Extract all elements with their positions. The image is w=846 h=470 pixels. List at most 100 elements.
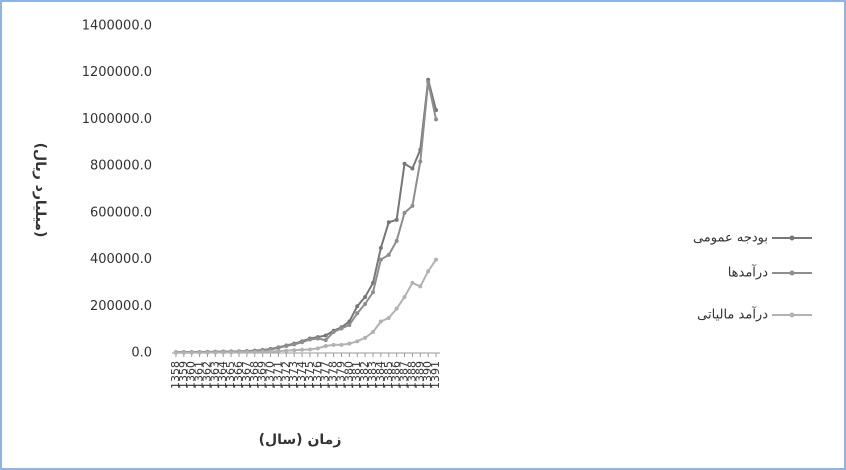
- x-tick-label: 1373: [287, 361, 300, 389]
- x-tick-label: 1359: [177, 361, 190, 389]
- x-tick-label: 1366: [232, 361, 245, 389]
- point: [284, 343, 289, 348]
- x-tick-label: 1361: [193, 361, 206, 389]
- point: [268, 349, 273, 354]
- point: [386, 220, 391, 225]
- y-tick-label: 1000000.0: [82, 112, 152, 127]
- point: [418, 284, 423, 289]
- point: [386, 252, 391, 257]
- legend-marker: [789, 270, 795, 276]
- y-tick-label: 600000.0: [90, 205, 152, 220]
- point: [402, 210, 407, 215]
- point: [181, 350, 186, 355]
- y-tick-label: 1400000.0: [82, 19, 152, 34]
- x-tick-label: 1369: [256, 361, 269, 389]
- x-tick-label: 1379: [334, 361, 347, 389]
- point: [244, 350, 249, 355]
- point: [307, 337, 312, 342]
- x-tick-label: 1378: [327, 361, 340, 389]
- x-tick-label: 1360: [185, 361, 198, 389]
- x-tick-label: 1389: [413, 361, 426, 389]
- series-line: [175, 259, 437, 354]
- point: [355, 339, 360, 344]
- point: [371, 290, 375, 295]
- point: [300, 347, 305, 352]
- point: [363, 335, 368, 340]
- x-tick-label: 1367: [240, 361, 253, 389]
- y-tick-label: 0.0: [131, 346, 152, 361]
- point: [284, 348, 289, 353]
- x-tick-label: 1375: [303, 361, 316, 389]
- point: [307, 347, 312, 352]
- x-tick-label: 1358: [169, 361, 182, 389]
- x-tick-label: 1370: [264, 361, 277, 389]
- point: [426, 80, 431, 85]
- x-tick-label: 1372: [279, 361, 292, 389]
- point: [221, 350, 226, 355]
- point: [260, 349, 265, 354]
- point: [394, 306, 399, 311]
- point: [347, 322, 352, 327]
- point: [355, 304, 360, 309]
- x-tick-label: 1377: [319, 361, 332, 389]
- point: [205, 350, 210, 355]
- legend-label: درآمد مالیاتی: [697, 306, 768, 323]
- y-tick-label: 1200000.0: [82, 65, 152, 80]
- y-tick-label: 200000.0: [90, 299, 152, 314]
- legend-label: بودجه عمومی: [693, 231, 768, 246]
- x-tick-label: 1387: [398, 361, 411, 389]
- point: [237, 350, 241, 355]
- point: [410, 203, 415, 208]
- point: [394, 238, 399, 243]
- point: [410, 166, 415, 171]
- x-tick-label: 1371: [271, 361, 284, 389]
- point: [189, 350, 194, 355]
- x-tick-label: 1382: [358, 361, 371, 389]
- point: [371, 329, 375, 334]
- x-tick-label: 1376: [311, 361, 324, 389]
- point: [323, 333, 328, 338]
- x-tick-label: 1368: [248, 361, 261, 389]
- point: [276, 349, 281, 354]
- point: [418, 159, 423, 164]
- point: [434, 117, 439, 122]
- legend-label: درآمدها: [728, 264, 768, 281]
- point: [292, 342, 297, 347]
- point: [347, 341, 352, 346]
- point: [426, 269, 431, 274]
- point: [402, 294, 407, 299]
- x-tick-label: 1385: [382, 361, 395, 389]
- x-tick-label: 1390: [421, 361, 434, 389]
- x-tick-label: 1362: [200, 361, 213, 389]
- point: [394, 217, 399, 222]
- x-tick-label: 1380: [342, 361, 355, 389]
- legend-marker: [789, 235, 795, 241]
- point: [315, 346, 320, 351]
- point: [292, 348, 297, 353]
- point: [213, 350, 218, 355]
- point: [300, 340, 305, 345]
- point: [402, 161, 407, 166]
- point: [386, 315, 391, 320]
- x-axis-label: زمان (سال): [259, 432, 342, 448]
- point: [410, 280, 415, 285]
- y-tick-label: 800000.0: [90, 159, 152, 174]
- point: [378, 319, 383, 324]
- point: [378, 257, 383, 262]
- point: [434, 257, 439, 262]
- point: [323, 343, 328, 348]
- x-tick-label: 1384: [374, 361, 387, 389]
- x-tick-label: 1363: [208, 361, 221, 389]
- point: [378, 245, 383, 250]
- point: [331, 329, 336, 334]
- point: [331, 342, 336, 347]
- point: [363, 294, 368, 299]
- y-axis-label: (میلیارد ریال): [32, 143, 48, 238]
- point: [355, 311, 360, 316]
- point: [276, 345, 281, 350]
- y-tick-label: 400000.0: [90, 252, 152, 267]
- x-tick-label: 1364: [216, 361, 229, 389]
- x-tick-label: 1386: [390, 361, 403, 389]
